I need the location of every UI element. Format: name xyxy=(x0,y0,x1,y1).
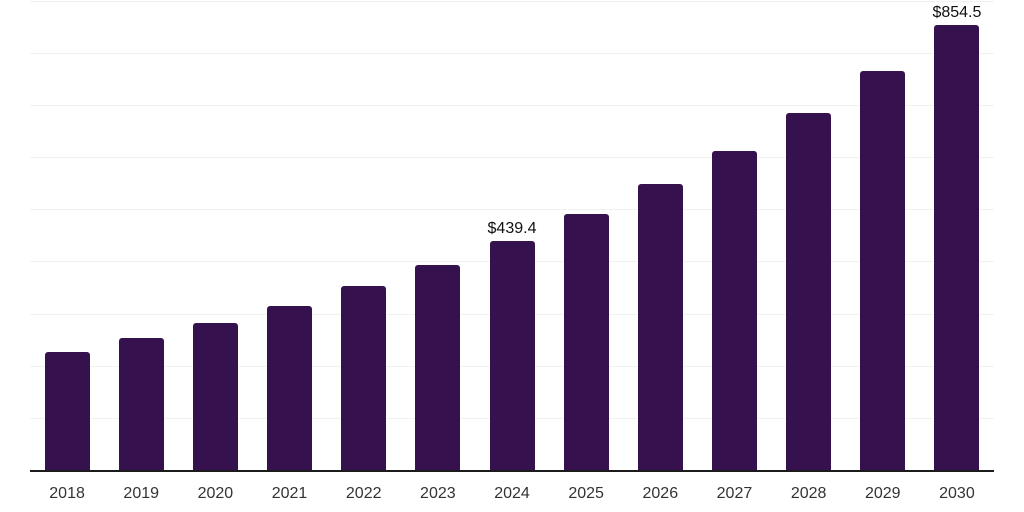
bar-2023 xyxy=(415,264,461,470)
bar-2021 xyxy=(267,305,313,470)
x-tick-label-2021: 2021 xyxy=(271,485,308,502)
x-tick-label-2019: 2019 xyxy=(123,485,160,502)
bar-2028 xyxy=(786,113,832,470)
bar-2022 xyxy=(341,286,387,470)
x-tick-label-2023: 2023 xyxy=(420,485,456,502)
bar-2020 xyxy=(192,323,238,470)
bar-value-label-2024: $439.4 xyxy=(487,219,537,237)
x-tick-label-2018: 2018 xyxy=(49,485,85,502)
bar-2018 xyxy=(44,352,90,470)
x-tick-label-2028: 2028 xyxy=(790,485,827,502)
bar-2019 xyxy=(118,338,164,470)
x-tick-label-2025: 2025 xyxy=(568,485,604,502)
bar-2026 xyxy=(637,184,683,470)
x-axis-line xyxy=(30,470,994,472)
x-tick-label-2026: 2026 xyxy=(642,485,679,502)
x-tick-label-2020: 2020 xyxy=(197,485,234,502)
gridline-700 xyxy=(30,105,994,107)
x-tick-label-2022: 2022 xyxy=(345,485,382,502)
bar-2025 xyxy=(563,214,609,470)
gridline-900 xyxy=(30,0,994,2)
x-tick-label-2030: 2030 xyxy=(939,485,975,502)
x-tick-label-2029: 2029 xyxy=(864,485,901,502)
x-tick-label-2024: 2024 xyxy=(494,485,530,502)
gridline-600 xyxy=(30,157,994,159)
bar-2024 xyxy=(489,240,535,470)
bar-2029 xyxy=(860,71,906,470)
gridline-800 xyxy=(30,52,994,54)
x-tick-label-2027: 2027 xyxy=(716,485,753,502)
bar-2030 xyxy=(934,24,980,470)
bar-2027 xyxy=(711,150,757,470)
bar-value-label-2030: $854.5 xyxy=(932,3,982,21)
gridline-500 xyxy=(30,209,994,211)
